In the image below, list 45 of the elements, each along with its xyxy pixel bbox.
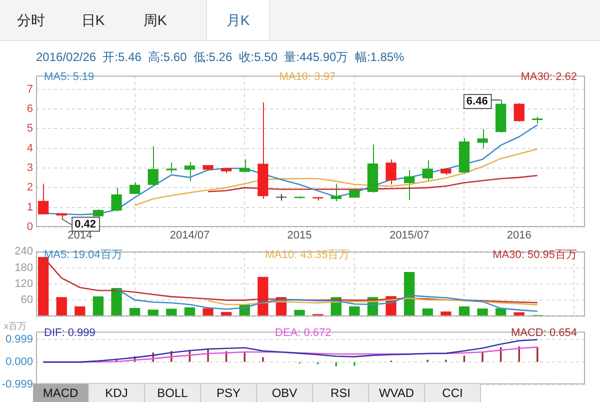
text: RSI [313,383,369,402]
y-tick-label: 0.999 [5,334,33,346]
y-tick-label: 120 [14,278,33,290]
text: 周K [142,11,168,30]
y-tick-label: 0 [26,221,33,234]
y-tick-label: 180 [14,262,33,274]
text: CCI [425,383,481,402]
annotation: 0.42 [74,218,96,230]
text: MA30: 2.62 [520,71,577,83]
y-tick-label: 4 [26,142,33,154]
y-axis-title: x百万 [4,320,26,333]
series-label: MACD: 0.654 [510,327,577,339]
text: MA10: 43.35百万 [265,248,350,262]
text: PSY [201,383,257,402]
text: OBV [257,383,313,402]
y-tick-label: 240 [14,246,33,258]
text: 日K [80,11,106,30]
text: MACD [33,383,89,402]
text: DIF: 0.999 [44,327,96,339]
annotation: 6.46 [466,96,488,108]
y-tick-label: 60 [20,294,33,306]
text: KDJ [89,383,145,402]
chart-title: 2016/02/26 开:5.46 高:5.60 低:5.26 收:5.50 量:445.90万 幅:1.85% [36,49,404,66]
x-tick-label: 2015/07 [389,230,430,242]
text: MA5: 5.19 [44,71,94,83]
y-tick-label: 3 [26,162,33,174]
y-tick-label: 2 [26,182,33,194]
text: MA30: 50.95百万 [492,248,577,262]
x-tick-label: 2015 [287,230,312,242]
y-tick-label: 6 [26,103,33,116]
text: BOLL [145,383,201,402]
text: WVAD [369,383,425,402]
y-tick-label: 7 [26,83,33,96]
x-tick-label: 2014 [68,230,92,242]
text: MA5: 19.04百万 [44,248,122,262]
series-label: DEA: 0.672 [275,327,332,339]
y-tick-label: 1 [26,201,33,214]
x-tick-label: 2014/07 [170,230,210,242]
y-tick-label: 5 [26,122,33,135]
x-tick-label: 2016 [506,230,532,242]
text: 月K [206,0,270,40]
text: 分时 [16,11,46,30]
y-tick-label: -0.999 [2,378,33,390]
text: MA10: 3.97 [279,71,336,83]
y-tick-label: 0.000 [5,356,33,368]
